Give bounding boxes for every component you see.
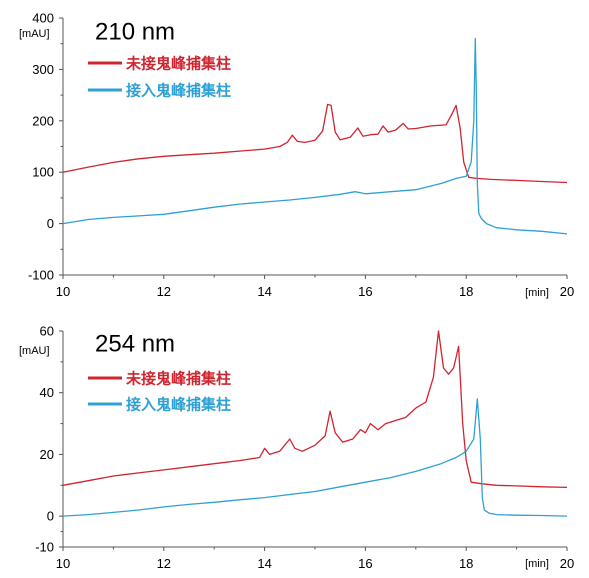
x-tick-label: 20 xyxy=(560,284,574,299)
y-tick-label: 200 xyxy=(32,113,54,128)
legend-label: 接入鬼峰捕集柱 xyxy=(126,396,231,414)
x-tick-label: 16 xyxy=(358,556,372,571)
x-tick-label: 12 xyxy=(157,556,171,571)
x-tick-label: 20 xyxy=(560,556,574,571)
y-tick-label: 60 xyxy=(40,324,54,339)
chart-panel-1: -100 0 100 200 300 400 10 12 14 16 18 20 [mAU] [min] 2… xyxy=(19,11,574,300)
y-tick-label: -10 xyxy=(35,540,54,555)
x-tick-label: 10 xyxy=(56,556,70,571)
x-tick-label: 16 xyxy=(358,284,372,299)
y-tick-label: 0 xyxy=(47,509,54,524)
series-line-1 xyxy=(62,103,568,184)
series-line-1 xyxy=(62,330,568,489)
x-axis-label: [min] xyxy=(525,558,549,570)
y-tick-label: 100 xyxy=(32,165,54,180)
y-tick-label: 400 xyxy=(32,11,54,26)
y-axis-label: [mAU] xyxy=(19,28,50,40)
x-tick-label: 18 xyxy=(459,284,473,299)
legend-label: 未接鬼峰捕集柱 xyxy=(125,55,231,73)
chart-panel-2: -10 0 20 40 60 10 12 14 16 18 20 [mAU] [min] 254 nm 未接… xyxy=(19,324,574,572)
chart-title: 254 nm xyxy=(95,330,175,357)
y-tick-label: 0 xyxy=(47,216,54,231)
series-line-2 xyxy=(62,37,568,235)
y-axis-label: [mAU] xyxy=(19,345,50,357)
x-tick-label: 12 xyxy=(157,284,171,299)
y-tick-label: 20 xyxy=(40,447,54,462)
chart-title: 210 nm xyxy=(95,18,175,45)
x-tick-label: 10 xyxy=(56,284,70,299)
x-tick-label: 14 xyxy=(257,284,271,299)
y-tick-label: 300 xyxy=(32,62,54,77)
legend-label: 未接鬼峰捕集柱 xyxy=(125,370,231,388)
series-line-2 xyxy=(62,398,568,517)
legend-label: 接入鬼峰捕集柱 xyxy=(126,82,231,100)
y-tick-label: 40 xyxy=(40,385,54,400)
y-tick-label: -100 xyxy=(28,268,54,283)
x-tick-label: 18 xyxy=(459,556,473,571)
x-axis-label: [min] xyxy=(525,287,549,299)
x-tick-label: 14 xyxy=(257,556,271,571)
